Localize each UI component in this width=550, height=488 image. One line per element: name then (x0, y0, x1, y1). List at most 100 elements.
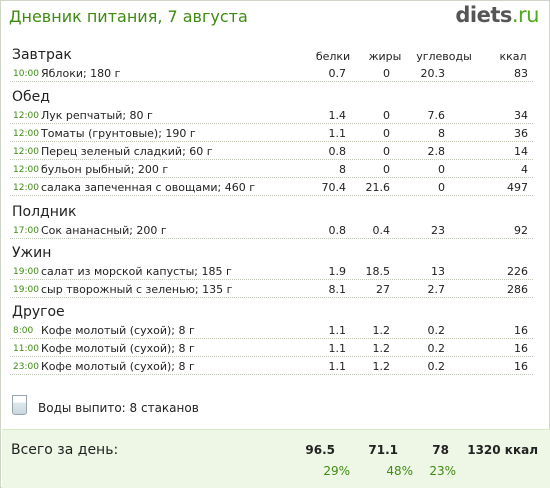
kcal-value: 14 (514, 145, 528, 158)
column-header-kcal: ккал (499, 50, 527, 63)
table-row[interactable]: 12:00 салака запеченная с овощами; 460 г… (10, 179, 533, 196)
kcal-value: 34 (514, 109, 528, 122)
water-glass-icon (12, 395, 27, 415)
total-protein-percent: 29% (323, 464, 350, 478)
meal-time: 19:00 (13, 267, 39, 277)
protein-value: 0.8 (328, 224, 347, 237)
protein-value: 1.1 (328, 342, 347, 355)
site-logo[interactable]: diets.ru (455, 3, 539, 27)
fat-value: 1.2 (372, 324, 391, 337)
table-row[interactable]: 12:00 Перец зеленый сладкий; 60 г 0.8 0 … (10, 143, 533, 160)
carbs-value: 2.7 (427, 283, 446, 296)
protein-value: 1.9 (328, 265, 347, 278)
protein-value: 8.1 (328, 283, 347, 296)
total-carbs-percent: 23% (429, 464, 456, 478)
kcal-value: 83 (514, 67, 528, 80)
fat-value: 0 (383, 109, 390, 122)
kcal-value: 286 (507, 283, 528, 296)
meal-time: 12:00 (13, 165, 39, 175)
food-name: Кофе молотый (сухой); 8 г (41, 342, 195, 355)
total-protein: 96.5 (305, 443, 335, 457)
table-row[interactable]: 8:00 Кофе молотый (сухой); 8 г 1.1 1.2 0… (10, 322, 533, 339)
carbs-value: 0.2 (427, 342, 446, 355)
kcal-value: 92 (514, 224, 528, 237)
food-name: сыр творожный с зеленью; 135 г (41, 283, 233, 296)
water-summary: Воды выпито: 8 стаканов (12, 395, 312, 417)
protein-value: 70.4 (321, 181, 347, 194)
total-fat-percent: 48% (386, 464, 413, 478)
logo-main: diets (455, 3, 512, 27)
food-name: Томаты (грунтовые); 190 г (41, 127, 196, 140)
food-name: Кофе молотый (сухой); 8 г (41, 360, 195, 373)
fat-value: 18.5 (365, 265, 391, 278)
logo-tld: .ru (511, 3, 540, 27)
protein-value: 0.8 (328, 145, 347, 158)
carbs-value: 0 (438, 181, 445, 194)
protein-value: 1.1 (328, 324, 347, 337)
section-title-snack: Полдник (12, 204, 77, 220)
carbs-value: 0.2 (427, 324, 446, 337)
table-row[interactable]: 12:00 Томаты (грунтовые); 190 г 1.1 0 8 … (10, 125, 533, 142)
fat-value: 1.2 (372, 360, 391, 373)
table-row[interactable]: 19:00 сыр творожный с зеленью; 135 г 8.1… (10, 281, 533, 298)
meal-time: 12:00 (13, 183, 39, 193)
total-label: Всего за день: (11, 442, 119, 458)
carbs-value: 13 (431, 265, 445, 278)
kcal-value: 4 (521, 163, 528, 176)
total-carbs: 78 (432, 443, 449, 457)
meal-time: 12:00 (13, 147, 39, 157)
column-header-fat: жиры (368, 50, 402, 63)
food-name: Лук репчатый; 80 г (41, 109, 153, 122)
protein-value: 0.7 (328, 67, 347, 80)
fat-value: 0 (383, 67, 390, 80)
table-row[interactable]: 12:00 Лук репчатый; 80 г 1.4 0 7.6 34 (10, 107, 533, 124)
total-fat: 71.1 (368, 443, 398, 457)
fat-value: 27 (376, 283, 390, 296)
food-name: салака запеченная с овощами; 460 г (41, 181, 256, 194)
section-title-lunch: Обед (12, 89, 50, 105)
kcal-value: 226 (507, 265, 528, 278)
protein-value: 1.1 (328, 360, 347, 373)
meal-time: 11:00 (13, 344, 39, 354)
carbs-value: 7.6 (427, 109, 446, 122)
fat-value: 1.2 (372, 342, 391, 355)
carbs-value: 8 (438, 127, 445, 140)
fat-value: 0 (383, 163, 390, 176)
kcal-value: 16 (514, 342, 528, 355)
fat-value: 0 (383, 127, 390, 140)
fat-value: 21.6 (365, 181, 391, 194)
kcal-value: 36 (514, 127, 528, 140)
table-row[interactable]: 19:00 салат из морской капусты; 185 г 1.… (10, 263, 533, 280)
column-header-protein: белки (315, 50, 351, 63)
total-kcal: 1320 ккал (467, 443, 538, 457)
meal-time: 8:00 (13, 326, 34, 336)
food-name: бульон рыбный; 200 г (41, 163, 169, 176)
carbs-value: 2.8 (427, 145, 446, 158)
carbs-value: 23 (431, 224, 445, 237)
carbs-value: 20.3 (420, 67, 446, 80)
water-label: Воды выпито: 8 стаканов (38, 401, 199, 415)
table-row[interactable]: 10:00 Яблоки; 180 г 0.7 0 20.3 83 (10, 65, 533, 82)
carbs-value: 0 (438, 163, 445, 176)
table-row[interactable]: 23:00 Кофе молотый (сухой); 8 г 1.1 1.2 … (10, 358, 533, 375)
table-row[interactable]: 17:00 Сок ананасный; 200 г 0.8 0.4 23 92 (10, 222, 533, 239)
daily-total: Всего за день: 96.5 71.1 78 1320 ккал 29… (2, 429, 550, 488)
page-title: Дневник питания, 7 августа (9, 7, 248, 26)
section-title-breakfast: Завтрак (12, 47, 72, 63)
meal-time: 12:00 (13, 111, 39, 121)
meal-time: 10:00 (13, 69, 39, 79)
table-row[interactable]: 11:00 Кофе молотый (сухой); 8 г 1.1 1.2 … (10, 340, 533, 357)
carbs-value: 0.2 (427, 360, 446, 373)
kcal-value: 16 (514, 324, 528, 337)
meal-time: 19:00 (13, 285, 39, 295)
table-row[interactable]: 12:00 бульон рыбный; 200 г 8 0 0 4 (10, 161, 533, 178)
fat-value: 0 (383, 145, 390, 158)
food-name: Перец зеленый сладкий; 60 г (41, 145, 213, 158)
food-name: салат из морской капусты; 185 г (41, 265, 232, 278)
fat-value: 0.4 (372, 224, 391, 237)
section-title-dinner: Ужин (12, 245, 52, 261)
section-title-other: Другое (12, 304, 65, 320)
protein-value: 1.4 (328, 109, 347, 122)
meal-time: 12:00 (13, 129, 39, 139)
